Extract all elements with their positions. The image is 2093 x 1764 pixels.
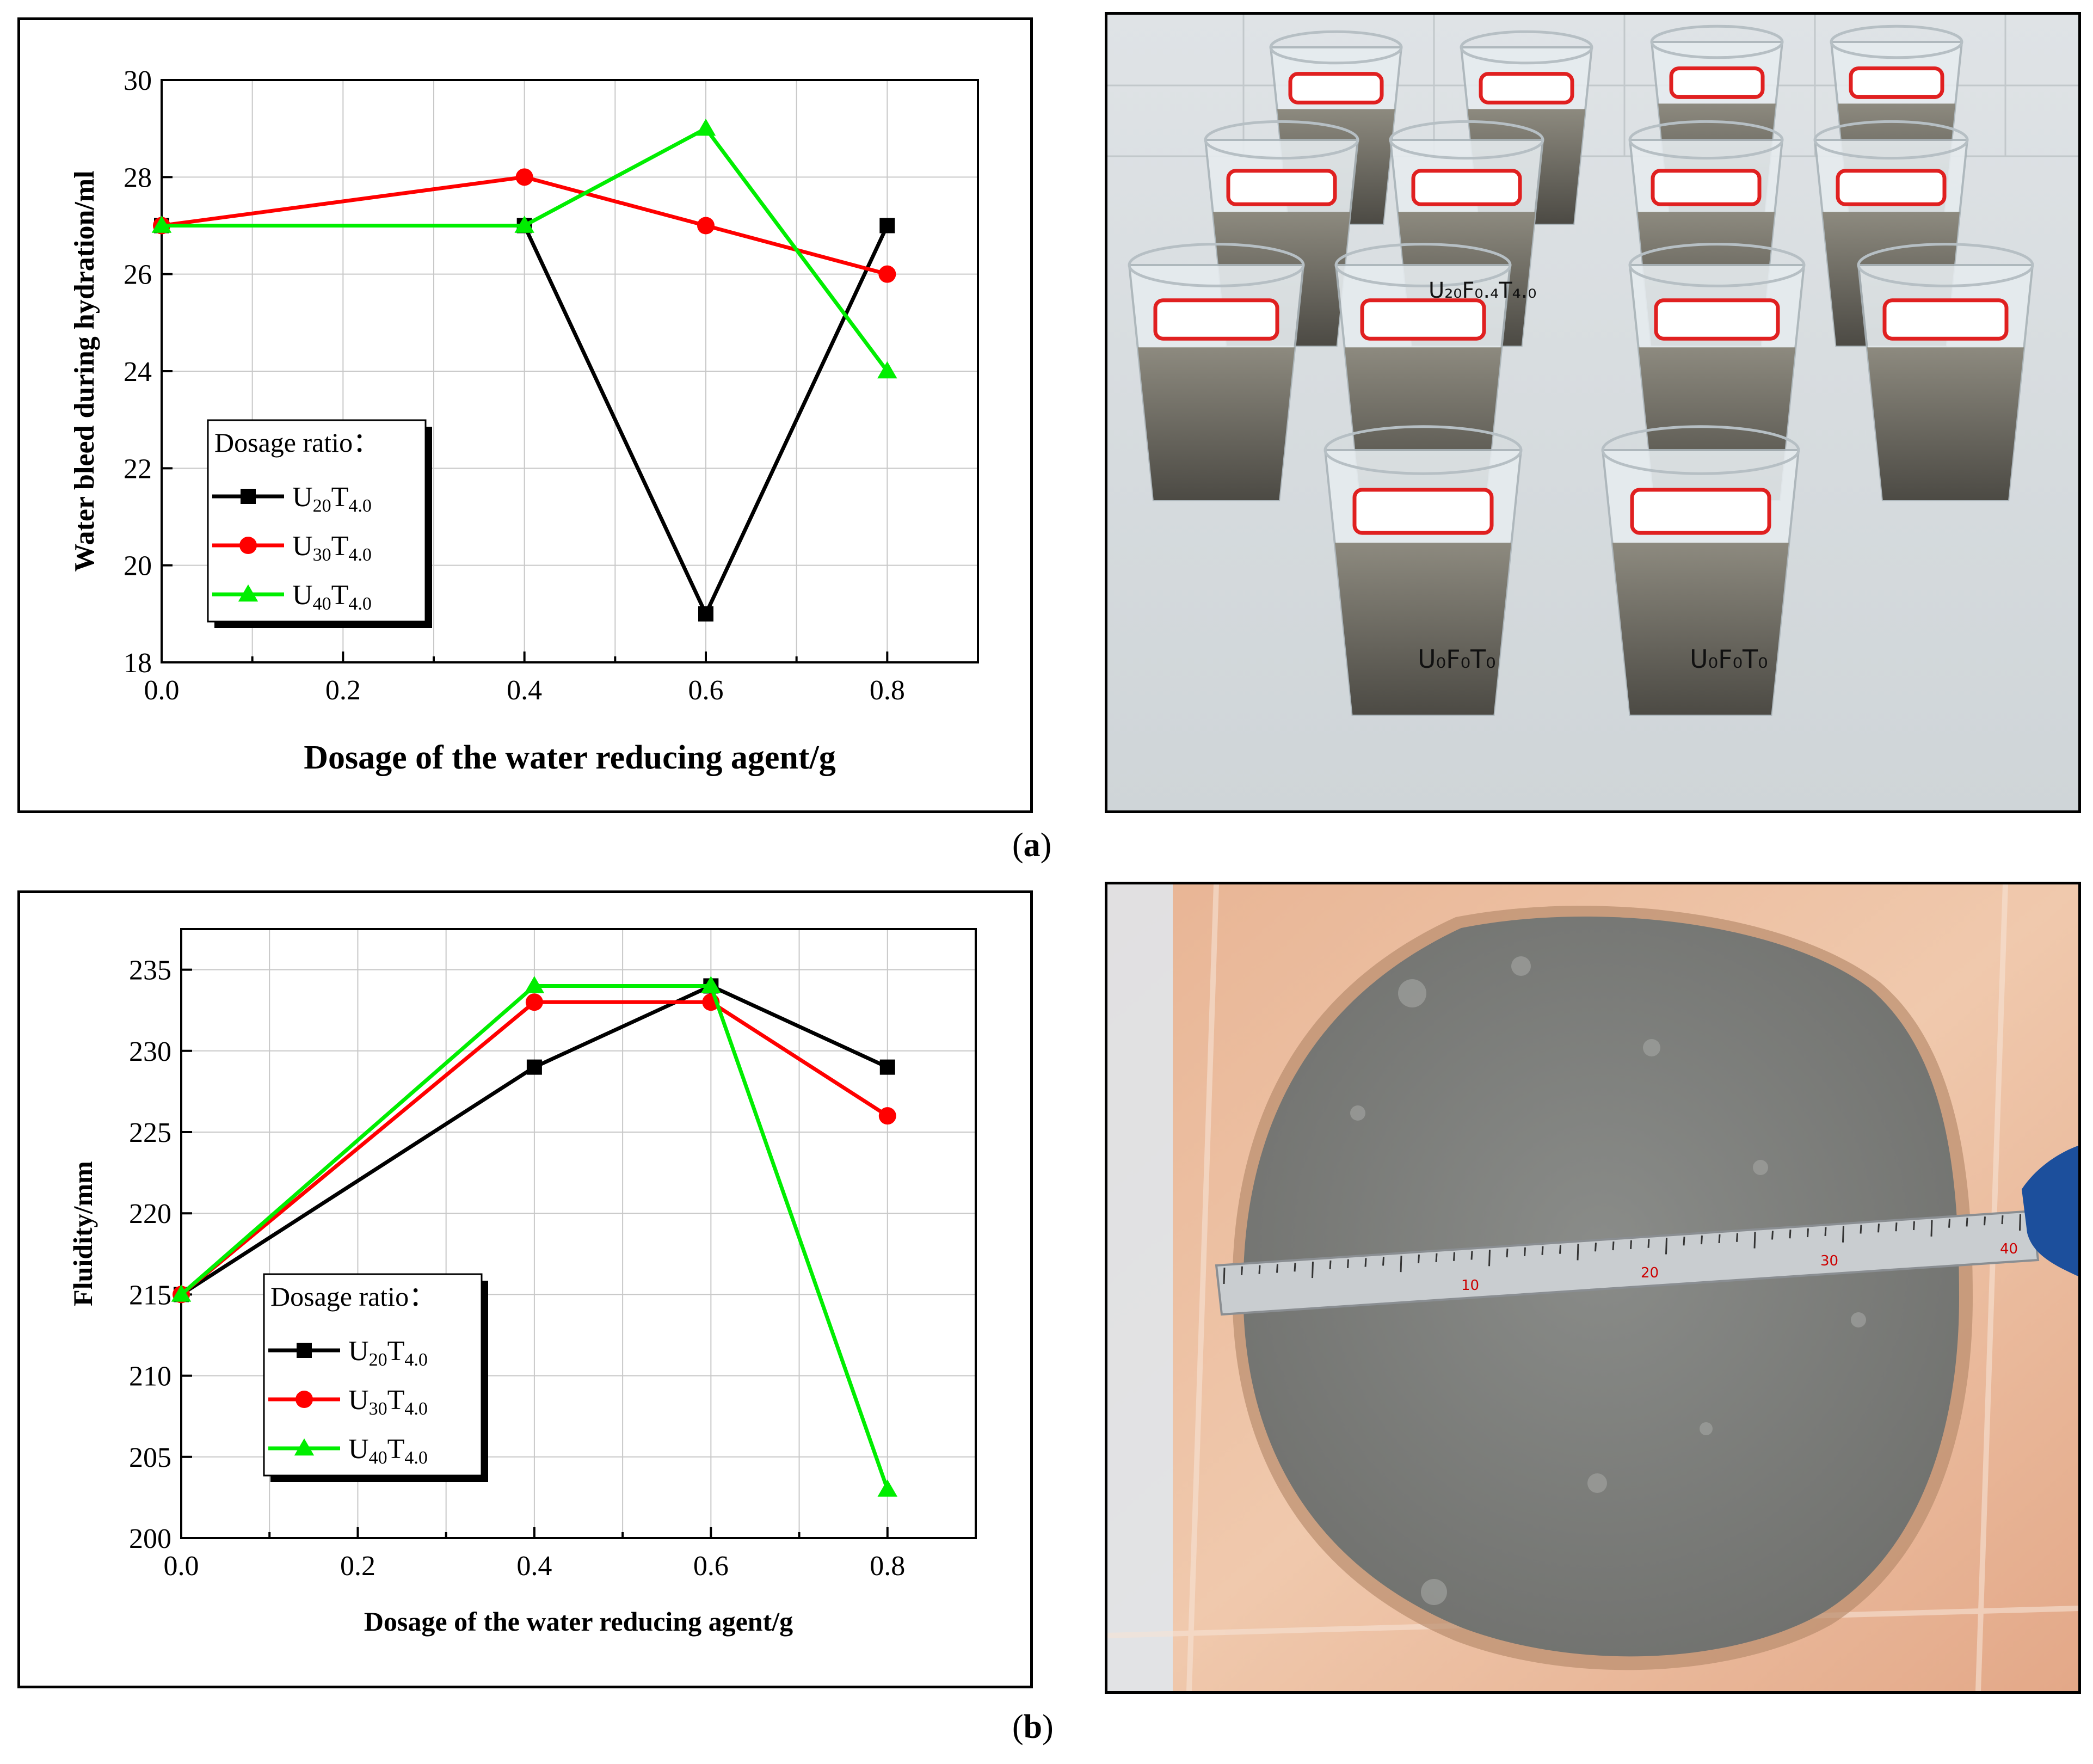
- svg-text:20: 20: [1641, 1265, 1659, 1281]
- data-point: [171, 1284, 192, 1302]
- svg-text:40: 40: [2000, 1241, 2018, 1257]
- plastic-cup: [1857, 243, 2034, 501]
- spread-photo-illustration: 10 20 30 40: [1107, 884, 2078, 1691]
- y-tick-label: 20: [124, 551, 152, 582]
- legend-label: U30T4.0: [292, 531, 372, 565]
- svg-text:U₀F₀T₀: U₀F₀T₀: [1690, 644, 1768, 674]
- data-point: [695, 118, 716, 136]
- svg-text:U₂₀F₀.₄T₄.₀: U₂₀F₀.₄T₄.₀: [1429, 278, 1536, 303]
- series-U40T4.0: [151, 118, 897, 379]
- y-axis-title: Water bleed during hydration/ml: [69, 170, 100, 571]
- series-line: [180, 984, 890, 1490]
- legend-marker: [296, 1391, 313, 1408]
- fluidity-chart: 0.0 0.2 0.4 0.6 0.8 200 205 210 215 220 225 230 235 D…: [67, 928, 977, 1637]
- series-line: [180, 1000, 889, 1296]
- caption-b: (b): [1012, 1708, 1054, 1745]
- legend-label: U40T4.0: [292, 580, 372, 614]
- y-tick-label: 235: [129, 955, 171, 986]
- legend: Dosage ratio： U20T4.0 U30T4.0 U40T4.0: [207, 419, 432, 628]
- plastic-cup: [1128, 243, 1305, 501]
- y-tick-label: 28: [124, 162, 152, 193]
- glove: [2022, 1146, 2078, 1276]
- water-bleed-chart: 0.0 0.2 0.4 0.6 0.8 18 20 22 24 26 28 30 Dosage of t…: [69, 65, 979, 776]
- ruler: 10 20 30 40: [1215, 1209, 2040, 1316]
- legend-label: U30T4.0: [348, 1385, 428, 1419]
- plastic-cup: [1323, 425, 1523, 716]
- data-point: [697, 217, 715, 235]
- legend-marker: [241, 489, 256, 504]
- x-tick-label: 0.2: [325, 675, 361, 706]
- chart-panel-b: 0.0 0.2 0.4 0.6 0.8 200 205 210 215 220 225 230 235 D…: [17, 890, 1033, 1688]
- x-tick-label: 0.4: [507, 675, 542, 706]
- legend-title: Dosage ratio：: [214, 427, 380, 458]
- y-tick-label: 215: [129, 1280, 171, 1311]
- data-point: [878, 265, 896, 283]
- y-tick-label: 30: [124, 65, 152, 96]
- cup-label-front: U₀F₀T₀ U₀F₀T₀ U₂₀F₀.₄T₄.₀: [1418, 278, 1768, 674]
- data-point: [698, 606, 713, 622]
- legend-label: U20T4.0: [348, 1336, 428, 1370]
- plot-area: [180, 928, 977, 1539]
- legend-label: U20T4.0: [292, 482, 372, 516]
- series-U30T4.0: [173, 993, 896, 1304]
- y-tick-label: 200: [129, 1523, 171, 1554]
- legend-label: U40T4.0: [348, 1434, 428, 1468]
- data-point: [524, 976, 545, 993]
- legend: Dosage ratio： U20T4.0 U30T4.0 U40T4.0: [263, 1273, 488, 1482]
- data-point: [151, 216, 172, 233]
- data-point: [877, 361, 897, 379]
- x-axis-title: Dosage of the water reducing agent/g: [304, 739, 836, 776]
- legend-marker: [297, 1343, 312, 1358]
- y-tick-label: 220: [129, 1198, 171, 1230]
- x-tick-label: 0.4: [516, 1551, 552, 1582]
- legend-marker: [294, 1438, 315, 1456]
- y-tick-label: 22: [124, 453, 152, 484]
- y-tick-label: 18: [124, 648, 152, 679]
- legend-marker: [239, 537, 257, 554]
- series-U40T4.0: [171, 976, 898, 1497]
- y-tick-label: 210: [129, 1361, 171, 1392]
- series-line: [162, 126, 889, 373]
- x-tick-label: 0.8: [870, 675, 905, 706]
- data-point: [514, 216, 534, 233]
- svg-text:30: 30: [1820, 1253, 1838, 1269]
- data-point: [515, 168, 533, 186]
- x-tick-label: 0.8: [870, 1551, 905, 1582]
- x-tick-label: 0.2: [340, 1551, 375, 1582]
- data-point: [877, 1479, 898, 1497]
- chart-panel-a: 0.0 0.2 0.4 0.6 0.8 18 20 22 24 26 28 30 Dosage of t…: [17, 17, 1033, 813]
- x-tick-label: 0.6: [688, 675, 724, 706]
- data-point: [879, 218, 895, 233]
- x-tick-label: 0.0: [144, 675, 180, 706]
- data-point: [525, 993, 543, 1011]
- caption-a: (a): [1012, 827, 1052, 864]
- y-tick-label: 24: [124, 357, 152, 388]
- data-point: [879, 1059, 895, 1075]
- legend-title: Dosage ratio：: [270, 1281, 436, 1312]
- plastic-cup: [1601, 425, 1800, 716]
- y-tick-label: 230: [129, 1036, 171, 1067]
- legend-marker: [238, 584, 258, 602]
- y-tick-label: 26: [124, 260, 152, 291]
- cups-photo-illustration: U₀F₀T₀ U₀F₀T₀ U₂₀F₀.₄T₄.₀: [1107, 15, 2078, 810]
- data-point: [701, 976, 721, 993]
- series-line: [180, 984, 889, 1296]
- svg-text:U₀F₀T₀: U₀F₀T₀: [1418, 644, 1496, 674]
- photo-spread-test: 10 20 30 40: [1105, 882, 2081, 1694]
- y-axis-title: Fluidity/mm: [67, 1161, 98, 1306]
- x-tick-label: 0.0: [164, 1551, 199, 1582]
- photo-cups: U₀F₀T₀ U₀F₀T₀ U₂₀F₀.₄T₄.₀: [1105, 12, 2081, 813]
- y-tick-label: 205: [129, 1442, 171, 1473]
- x-tick-label: 0.6: [693, 1551, 729, 1582]
- data-point: [526, 1059, 542, 1075]
- data-point: [878, 1107, 896, 1125]
- plastic-cup: [1334, 243, 1512, 501]
- x-axis-title: Dosage of the water reducing agent/g: [364, 1606, 793, 1637]
- y-tick-label: 225: [129, 1117, 171, 1148]
- svg-text:10: 10: [1461, 1277, 1479, 1294]
